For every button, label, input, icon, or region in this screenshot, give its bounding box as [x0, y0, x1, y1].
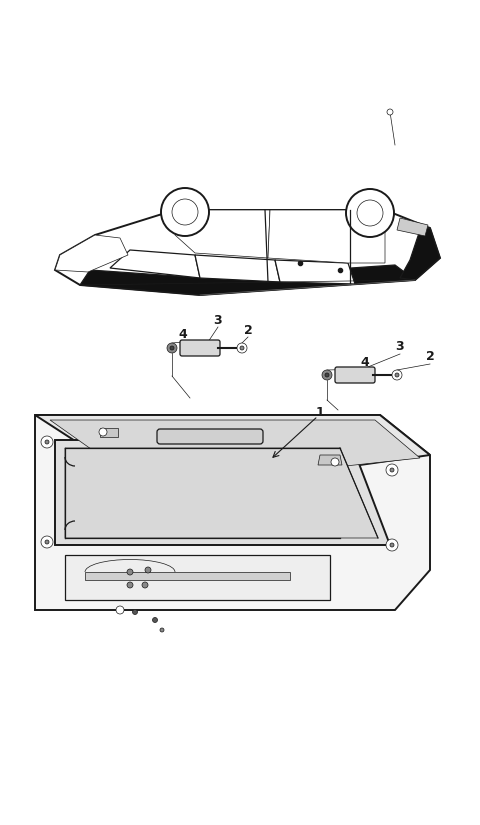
Circle shape: [127, 582, 133, 588]
Text: 4: 4: [179, 328, 187, 342]
Polygon shape: [55, 440, 390, 545]
Circle shape: [390, 468, 394, 472]
Circle shape: [145, 567, 151, 573]
Circle shape: [160, 628, 164, 632]
Polygon shape: [100, 428, 118, 437]
Circle shape: [116, 606, 124, 614]
Polygon shape: [50, 420, 420, 480]
Circle shape: [127, 569, 133, 575]
Circle shape: [41, 436, 53, 448]
Polygon shape: [80, 265, 415, 295]
FancyBboxPatch shape: [180, 340, 220, 356]
Polygon shape: [65, 448, 378, 538]
Polygon shape: [65, 555, 330, 600]
Circle shape: [325, 373, 329, 377]
Circle shape: [99, 428, 107, 436]
Circle shape: [322, 370, 332, 380]
Circle shape: [392, 370, 402, 380]
Polygon shape: [35, 415, 430, 610]
Text: 3: 3: [396, 341, 404, 353]
Circle shape: [240, 346, 244, 350]
Circle shape: [41, 536, 53, 548]
Circle shape: [395, 373, 399, 377]
Polygon shape: [195, 255, 280, 282]
Circle shape: [132, 610, 137, 615]
Text: 4: 4: [360, 356, 370, 369]
Polygon shape: [268, 210, 385, 263]
Text: 2: 2: [426, 351, 434, 364]
Circle shape: [390, 543, 394, 547]
Circle shape: [161, 188, 209, 236]
Circle shape: [386, 539, 398, 551]
Circle shape: [237, 343, 247, 353]
FancyBboxPatch shape: [157, 429, 263, 444]
Text: 1: 1: [316, 406, 324, 418]
Circle shape: [167, 343, 177, 353]
Polygon shape: [318, 455, 342, 465]
Circle shape: [386, 464, 398, 476]
Polygon shape: [110, 250, 200, 278]
Circle shape: [387, 109, 393, 115]
Circle shape: [142, 582, 148, 588]
Polygon shape: [400, 228, 440, 280]
Circle shape: [331, 458, 339, 466]
Circle shape: [45, 540, 49, 544]
Text: 2: 2: [244, 323, 252, 337]
Circle shape: [172, 199, 198, 225]
Polygon shape: [397, 218, 428, 236]
FancyBboxPatch shape: [335, 367, 375, 383]
Circle shape: [357, 200, 383, 226]
Polygon shape: [35, 415, 430, 485]
Polygon shape: [85, 572, 290, 580]
Circle shape: [346, 189, 394, 237]
Polygon shape: [55, 210, 440, 295]
Circle shape: [45, 440, 49, 444]
Circle shape: [170, 346, 174, 350]
Text: 3: 3: [214, 314, 222, 327]
Circle shape: [153, 617, 157, 623]
Polygon shape: [55, 235, 128, 272]
Polygon shape: [175, 210, 270, 258]
Polygon shape: [275, 260, 355, 284]
